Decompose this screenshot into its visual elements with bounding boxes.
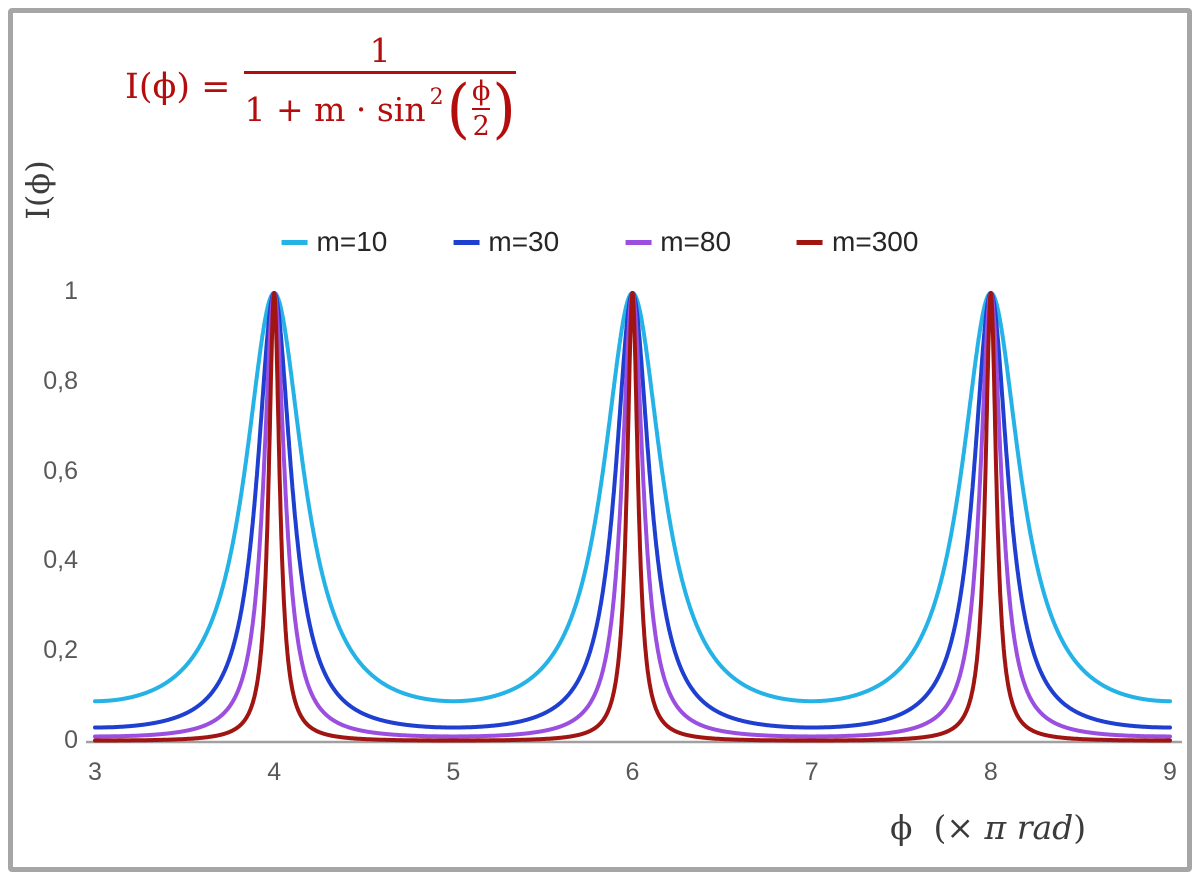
legend-item-m80: m=80 (625, 226, 731, 258)
y-tick-0,2: 0,2 (43, 636, 78, 665)
curve-m=300 (93, 291, 1172, 743)
legend-label-m300: m=300 (832, 226, 919, 257)
x-axis-open: (× (933, 808, 975, 847)
squared-exponent: 2 (429, 85, 444, 110)
inner-fraction-bar (472, 108, 491, 110)
fraction-bar (244, 71, 516, 74)
legend-swatch-m10 (281, 239, 308, 245)
denominator-text: 1 + m · sin (244, 89, 426, 129)
inner-denominator: 2 (472, 111, 490, 142)
x-tick-9: 9 (1163, 758, 1177, 786)
legend-swatch-m30 (453, 239, 480, 245)
legend-swatch-m300 (797, 239, 824, 245)
inner-fraction: ϕ 2 (472, 76, 491, 142)
formula-fraction: 1 1 + m · sin 2 ( ϕ 2 ) (244, 31, 516, 147)
y-tick-1: 1 (64, 277, 78, 305)
x-tick-7: 7 (804, 758, 819, 786)
legend-label-m80: m=80 (660, 226, 732, 257)
legend-label-m30: m=30 (488, 226, 560, 257)
curve-m=30 (93, 291, 1172, 730)
x-tick-5: 5 (446, 758, 461, 786)
open-paren: ( (446, 71, 471, 147)
curve-m=80 (93, 291, 1172, 739)
legend-item-m10: m=10 (281, 226, 388, 258)
y-tick-0: 0 (64, 726, 78, 754)
legend: m=10 m=30 m=80 m=300 (281, 226, 918, 258)
formula-lhs: I(ϕ) = (125, 66, 231, 107)
formula: I(ϕ) = 1 1 + m · sin 2 ( ϕ 2 ) (125, 31, 516, 147)
legend-item-m300: m=300 (797, 226, 918, 258)
legend-item-m30: m=30 (453, 226, 559, 258)
legend-label-m10: m=10 (316, 226, 388, 257)
y-axis-title: I(ϕ) (19, 160, 57, 220)
x-tick-4: 4 (267, 758, 282, 786)
inner-numerator: ϕ (472, 76, 491, 107)
x-tick-8: 8 (983, 758, 998, 786)
x-axis-phi: ϕ (890, 808, 913, 847)
formula-denominator: 1 + m · sin 2 ( ϕ 2 ) (244, 71, 516, 147)
y-tick-0,8: 0,8 (43, 366, 78, 395)
x-axis-close: ) (1073, 808, 1087, 847)
x-axis-title: ϕ (× π rad) (890, 808, 1086, 847)
x-axis-units: π rad (984, 808, 1074, 847)
x-tick-3: 3 (88, 758, 102, 786)
formula-numerator: 1 (369, 31, 391, 70)
y-tick-0,6: 0,6 (43, 456, 78, 485)
legend-swatch-m80 (625, 239, 652, 245)
y-tick-0,4: 0,4 (43, 546, 78, 575)
close-paren: ) (492, 71, 516, 147)
x-tick-6: 6 (625, 758, 640, 786)
